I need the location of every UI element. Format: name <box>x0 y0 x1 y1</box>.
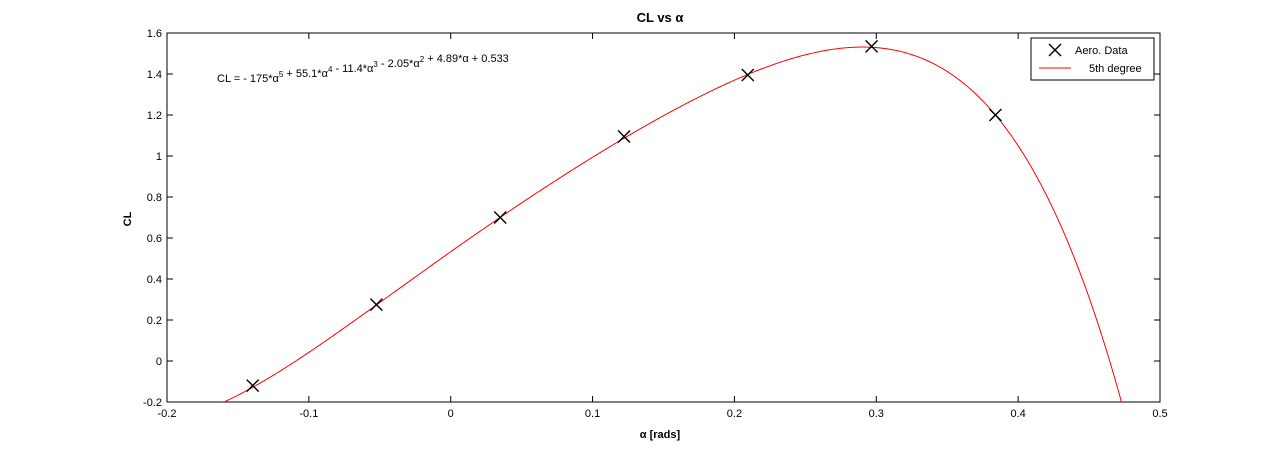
x-axis-label: α [rads] <box>640 429 681 441</box>
fit-equation-annotation: CL = - 175*α5 + 55.1*α4 - 11.4*α3 - 2.05… <box>217 53 509 85</box>
chart-title: CL vs α <box>637 10 684 25</box>
y-tick-label: 0.6 <box>147 233 162 245</box>
equation-term: + 55.1*α <box>283 68 328 80</box>
equation-term: - 11.4*α <box>332 63 374 75</box>
equation-exponent: 5 <box>279 70 284 79</box>
x-tick-label: -0.1 <box>299 408 318 420</box>
x-tick-label: 0.5 <box>1152 408 1167 420</box>
y-tick-label: 0.2 <box>147 315 162 327</box>
data-point-aero <box>369 298 383 312</box>
data-point-aero <box>865 39 879 53</box>
equation-exponent: 4 <box>328 65 333 74</box>
y-tick-label: -0.2 <box>143 397 162 409</box>
y-tick-label: 1.2 <box>147 110 162 122</box>
legend-label-aero: Aero. Data <box>1075 45 1128 57</box>
data-point-aero <box>246 379 260 393</box>
equation-exponent: 3 <box>373 60 378 69</box>
legend-label-5th-degree: 5th degree <box>1089 63 1142 75</box>
y-axis-label: CL <box>122 211 134 226</box>
y-tick-label: 1 <box>156 151 162 163</box>
x-tick-label: 0 <box>448 408 454 420</box>
data-point-aero <box>988 108 1002 122</box>
y-tick-label: 1.4 <box>147 69 162 81</box>
y-tick-label: 0.4 <box>147 274 162 286</box>
data-point-aero <box>493 211 507 224</box>
x-tick-label: -0.2 <box>158 408 177 420</box>
x-tick-label: 0.4 <box>1010 408 1025 420</box>
data-point-aero <box>617 130 631 144</box>
x-tick-label: 0.2 <box>727 408 742 420</box>
equation-term: + 4.89*α + 0.533 <box>424 53 509 65</box>
x-tick-label: 0.1 <box>585 408 600 420</box>
equation-term: - 2.05*α <box>378 58 420 70</box>
legend-box <box>1030 37 1155 81</box>
x-tick-label: 0.3 <box>869 408 884 420</box>
y-tick-label: 0 <box>156 356 162 368</box>
y-tick-label: 1.6 <box>147 28 162 40</box>
equation-term: CL = - 175*α <box>217 73 280 85</box>
equation-exponent: 2 <box>420 55 425 64</box>
legend: Aero. Data 5th degree <box>1030 37 1155 81</box>
legend-marker-aero <box>1048 43 1062 57</box>
plot-frame <box>166 32 1161 403</box>
y-tick-label: 0.8 <box>147 192 162 204</box>
plot-area: -0.2 -0.1 0 0.1 0.2 0.3 0.4 0.5 -0.2 0 0.2 0.4 0.6 0.… <box>143 28 1168 420</box>
data-point-aero <box>741 68 755 82</box>
